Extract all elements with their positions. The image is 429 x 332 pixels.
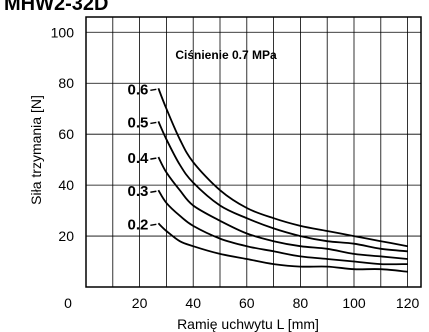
- x-tick-label: 60: [239, 295, 255, 311]
- chart-title: Ciśnienie 0.7 MPa: [175, 48, 277, 62]
- series-label-leader: [150, 223, 157, 227]
- y-tick-label: 20: [58, 228, 74, 244]
- series-label: 0.4: [128, 150, 150, 167]
- series-label: 0.5: [128, 114, 149, 131]
- series-label-leader: [150, 121, 157, 125]
- x-tick-label: 0: [64, 295, 72, 311]
- series-lines: [157, 87, 408, 273]
- y-tick-label: 40: [58, 177, 74, 193]
- x-tick-label: 100: [342, 295, 366, 311]
- y-tick-labels: 20 40 60 80 100: [51, 24, 75, 244]
- y-tick-label: 100: [51, 24, 75, 40]
- x-tick-label: 20: [132, 295, 148, 311]
- y-tick-label: 80: [58, 75, 74, 91]
- series-label-leader: [150, 88, 157, 92]
- y-tick-label: 60: [58, 126, 74, 142]
- y-axis-label: Siła trzymania [N]: [28, 95, 44, 205]
- x-tick-labels: 0 20 40 60 80 100 120: [64, 295, 419, 311]
- series-line: [157, 222, 408, 273]
- plot-frame: [85, 16, 422, 288]
- series-line: [157, 156, 408, 260]
- series-line: [157, 87, 408, 248]
- x-axis-label: Ramię uchwytu L [mm]: [177, 316, 319, 332]
- series-line: [157, 189, 408, 266]
- series-label-leader: [150, 157, 157, 160]
- series-label: 0.3: [128, 183, 149, 200]
- series-labels: 0.6 0.5 0.4 0.3 0.2: [128, 81, 157, 233]
- x-tick-label: 40: [185, 295, 201, 311]
- series-label-leader: [150, 190, 157, 193]
- chart-header: MHW2-32D: [4, 0, 108, 15]
- x-tick-label: 80: [293, 295, 309, 311]
- x-tick-label: 120: [396, 295, 420, 311]
- series-line: [157, 121, 408, 253]
- series-label: 0.2: [128, 216, 149, 233]
- series-label: 0.6: [128, 81, 149, 98]
